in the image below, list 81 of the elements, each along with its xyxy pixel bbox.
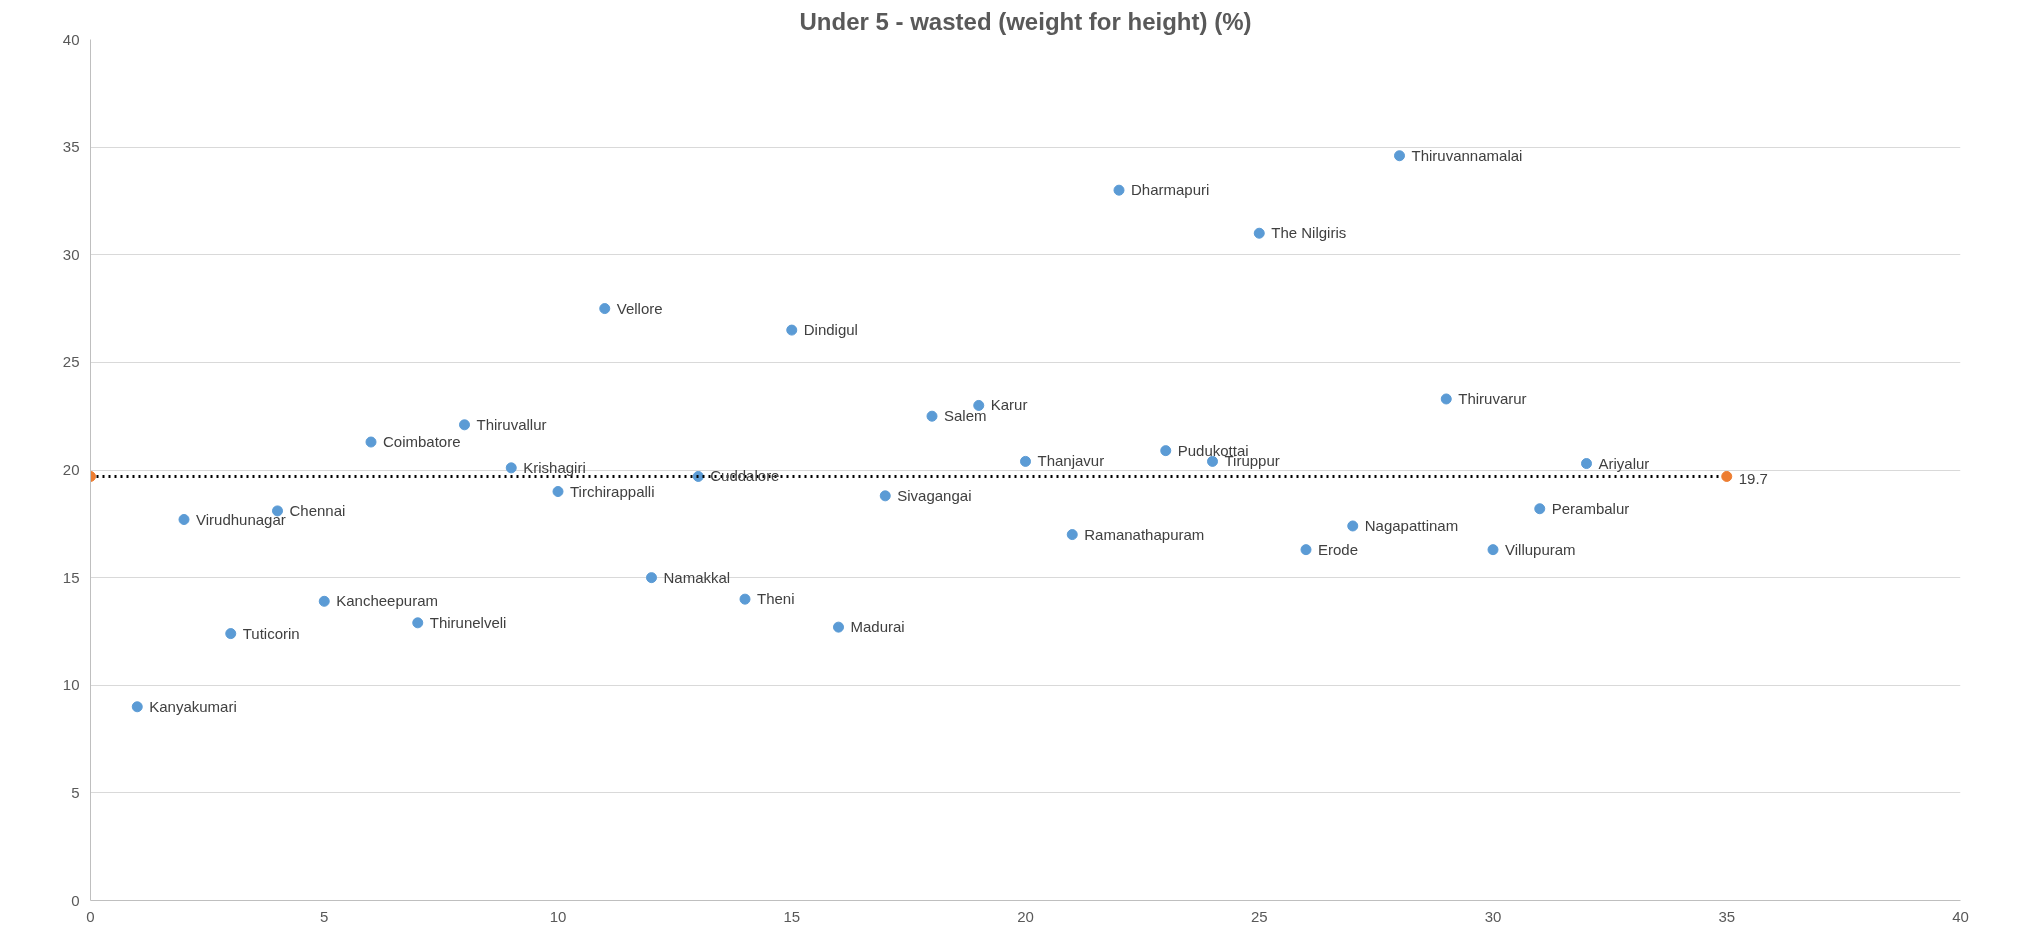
annotation: Dindigul: [803, 321, 858, 339]
annotation: Nagapattinam: [1364, 516, 1459, 534]
point: [1487, 544, 1499, 556]
annotation: Karur: [990, 396, 1028, 414]
annotation: Thiruvannamalai: [1411, 146, 1523, 164]
point: [318, 595, 330, 607]
annotation: Virudhunagar: [196, 510, 286, 528]
point: [646, 572, 657, 584]
y-tick-label: 35: [62, 138, 80, 156]
point: [739, 593, 751, 605]
point: [1253, 227, 1265, 239]
annotation: Dharmapuri: [1131, 181, 1210, 199]
x-tick-label: 25: [1250, 907, 1268, 925]
x-tick-label: 15: [783, 907, 801, 925]
x-tick-label: 40: [1952, 907, 1969, 925]
point: [225, 628, 237, 640]
annotation: Namakkal: [663, 568, 731, 586]
x-tick-label: 0: [86, 907, 95, 925]
x-tick-label: 10: [549, 907, 567, 925]
y-tick-label: 0: [71, 891, 80, 909]
annotation: Coimbatore: [383, 433, 461, 451]
point: [459, 419, 470, 431]
annotation: Thiruvallur: [476, 415, 547, 433]
x-tick-label: 35: [1718, 907, 1736, 925]
annotation: Cuddalore: [710, 467, 780, 485]
annotation: Sivagangai: [897, 486, 972, 504]
point: [692, 470, 704, 482]
point: [1160, 445, 1172, 457]
point: [879, 490, 891, 502]
annotation: Krishagiri: [523, 458, 586, 476]
point: [505, 462, 517, 474]
annotation: Tirchirappalli: [570, 482, 655, 500]
annotation: Thiruvarur: [1458, 389, 1527, 407]
annotation: Theni: [757, 590, 795, 608]
annotation: Perambalur: [1551, 499, 1630, 517]
point: [786, 324, 798, 336]
annotation: Tuticorin: [242, 624, 300, 642]
point: [1394, 150, 1405, 162]
point: [926, 410, 938, 422]
point: [1300, 544, 1312, 556]
annotation: Kancheepuram: [336, 592, 438, 610]
annotation: Kanyakumari: [149, 697, 237, 715]
point: [1534, 503, 1546, 515]
annotation: Ramanathapuram: [1084, 525, 1205, 543]
annotation: Erode: [1318, 540, 1359, 558]
y-tick-label: 25: [62, 353, 80, 371]
point: [412, 617, 424, 629]
annotation: Villupuram: [1505, 540, 1576, 558]
y-tick-label: 15: [62, 568, 80, 586]
point: [131, 701, 143, 713]
point: [833, 621, 844, 633]
annotation: The Nilgiris: [1271, 224, 1347, 242]
point: [599, 303, 611, 315]
chart-title: Under 5 - wasted (weight for height) (%): [799, 7, 1252, 35]
data-label: 19.7: [1738, 470, 1768, 488]
point: [1440, 393, 1452, 405]
point: [178, 514, 190, 525]
annotation: Thirunelveli: [429, 613, 507, 631]
point: [1066, 529, 1078, 541]
annotation: Thanjavur: [1037, 452, 1105, 470]
point: [973, 399, 985, 411]
y-tick-label: 5: [71, 783, 80, 801]
annotation: Salem: [944, 407, 987, 425]
annotation: Madurai: [850, 618, 905, 636]
point: [552, 486, 564, 498]
point: [1581, 458, 1592, 470]
point: [1207, 455, 1218, 467]
point: [365, 436, 377, 448]
point: [1347, 520, 1359, 532]
y-tick-label: 10: [62, 676, 80, 694]
y-tick-label: 40: [62, 30, 80, 48]
y-tick-label: 30: [62, 245, 80, 263]
x-tick-label: 30: [1484, 907, 1502, 925]
x-tick-label: 20: [1017, 907, 1034, 925]
point: [1113, 184, 1125, 196]
annotation: Ariyalur: [1598, 454, 1650, 472]
point: [1020, 455, 1031, 467]
annotation: Vellore: [616, 299, 663, 317]
annotation: Chennai: [289, 501, 346, 519]
x-tick-label: 5: [320, 907, 329, 925]
y-tick-label: 20: [62, 461, 80, 478]
